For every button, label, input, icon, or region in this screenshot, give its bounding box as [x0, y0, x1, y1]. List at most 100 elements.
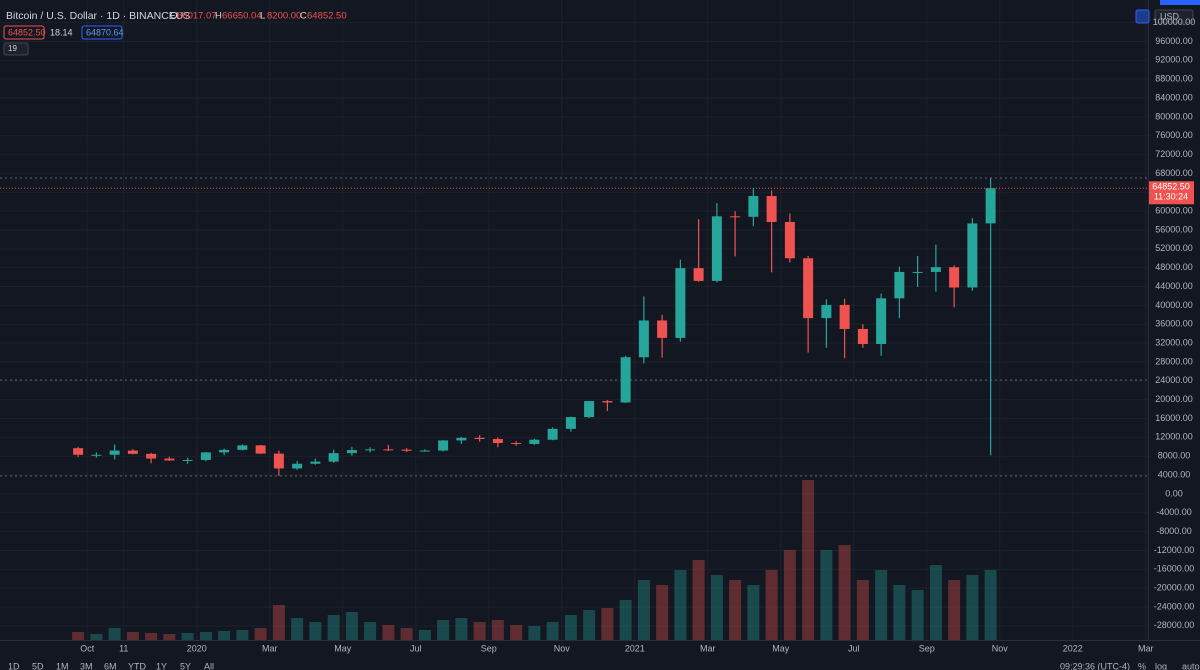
candle-body: [456, 437, 467, 441]
y-tick-label: 60000.00: [1155, 206, 1193, 216]
candle-body: [401, 449, 412, 451]
y-tick-label: -4000.00: [1156, 507, 1192, 517]
ohlc-value: 64852.50: [307, 11, 347, 22]
footer: 1D 5D 1M 3M 6M YTD 1Y 5Y All 09:29:36 (UTC-4)% log…: [8, 661, 1200, 670]
range-button[interactable]: 1M: [56, 661, 69, 670]
candle-body: [876, 298, 887, 345]
volume-bar: [984, 570, 997, 640]
symbol: Bitcoin / U.S. Dollar · 1D · BINANCEUS: [6, 10, 190, 22]
indicators-count[interactable]: 19: [8, 44, 17, 53]
ohlc-key: C: [300, 11, 307, 22]
candle-body: [109, 450, 120, 455]
y-tick-label: 16000.00: [1155, 413, 1193, 423]
y-tick-label: 96000.00: [1155, 36, 1193, 46]
scale-option[interactable]: auto: [1182, 661, 1200, 670]
volume-bar: [108, 628, 121, 640]
volume-bar: [838, 545, 851, 640]
volume-bar: [72, 632, 85, 640]
candle-body: [839, 304, 850, 329]
y-tick-label: -8000.00: [1156, 526, 1192, 536]
range-button[interactable]: 6M: [104, 661, 117, 670]
range-button[interactable]: YTD: [128, 661, 147, 670]
auto-scale-button[interactable]: [1135, 9, 1150, 24]
candle-body: [164, 458, 175, 461]
volume-bar: [491, 620, 504, 640]
candle-body: [273, 453, 284, 469]
candle-body: [784, 221, 795, 259]
indicators-toggle[interactable]: [3, 42, 29, 56]
volume-bar: [345, 612, 358, 640]
y-tick-label: 24000.00: [1155, 375, 1193, 385]
y-tick-label: 4000.00: [1158, 469, 1191, 479]
candle-body: [346, 450, 357, 454]
volume-bar: [437, 620, 450, 640]
candle-body: [529, 439, 540, 444]
x-tick-label: Oct: [80, 643, 95, 653]
x-tick-label: Jul: [410, 643, 422, 653]
range-button[interactable]: 1D: [8, 661, 20, 670]
volume-bar: [291, 618, 304, 640]
currency[interactable]: USD: [1160, 11, 1180, 21]
ohlc-legend: O 66017.07H 66650.04L 8200.00C 64852.50: [170, 11, 347, 22]
range-button[interactable]: 1Y: [156, 661, 167, 670]
volume-bar: [564, 615, 577, 640]
currency-button[interactable]: [1154, 9, 1194, 24]
volume-bar: [948, 580, 961, 640]
x-tick-label: May: [772, 643, 790, 653]
candle-body: [511, 443, 522, 445]
range-button[interactable]: 5Y: [180, 661, 191, 670]
range-button[interactable]: All: [204, 661, 214, 670]
ohlc-value: 8200.00: [267, 11, 301, 22]
volume-bar: [637, 580, 650, 640]
volume-bar: [309, 622, 322, 640]
volume-bar: [875, 570, 888, 640]
x-tick-label: 11: [119, 643, 128, 653]
candle-body: [766, 196, 777, 222]
scale-option[interactable]: %: [1138, 661, 1146, 670]
y-tick-label: -12000.00: [1154, 545, 1195, 555]
y-tick-label: -16000.00: [1154, 564, 1195, 574]
range-button[interactable]: 3M: [80, 661, 93, 670]
spread: 18.14: [50, 27, 73, 37]
candle-body: [602, 401, 613, 403]
y-tick-label: 84000.00: [1155, 92, 1193, 102]
candle-body: [219, 449, 230, 453]
volume-bar: [510, 625, 523, 640]
candle-body: [328, 453, 339, 462]
bid: 64852.50: [8, 27, 46, 37]
range-button[interactable]: 5D: [32, 661, 44, 670]
scale-option[interactable]: log: [1155, 661, 1167, 670]
x-tick-label: Mar: [700, 643, 716, 653]
volume-bar: [710, 575, 723, 640]
volume-bar: [254, 628, 267, 640]
x-tick-label: May: [334, 643, 352, 653]
candle-body: [803, 258, 814, 319]
volume-bar: [692, 560, 705, 640]
y-tick-label: -28000.00: [1154, 620, 1195, 630]
y-tick-label: 8000.00: [1158, 451, 1191, 461]
candle-body: [638, 320, 649, 358]
candle-body: [547, 428, 558, 440]
ohlc-key: L: [260, 11, 265, 22]
volume-bar: [856, 580, 869, 640]
candle-body: [565, 417, 576, 429]
y-tick-label: 36000.00: [1155, 319, 1193, 329]
x-tick-label: Sep: [919, 643, 935, 653]
volume-bar: [382, 625, 395, 640]
y-tick-label: 80000.00: [1155, 111, 1193, 121]
volume-bar: [583, 610, 596, 640]
candle-body: [930, 267, 941, 272]
candle-body: [73, 448, 84, 455]
candle-body: [693, 268, 704, 281]
plot: [0, 178, 1148, 640]
y-tick-label: 72000.00: [1155, 149, 1193, 159]
candle-body: [419, 450, 430, 452]
ohlc-value: 66650.04: [222, 11, 262, 22]
volume-bar: [601, 608, 614, 640]
candle-body: [857, 328, 868, 345]
x-tick-label: Mar: [262, 643, 278, 653]
candle-body: [200, 452, 211, 460]
volume-bar: [528, 626, 541, 640]
x-tick-label: Nov: [554, 643, 571, 653]
